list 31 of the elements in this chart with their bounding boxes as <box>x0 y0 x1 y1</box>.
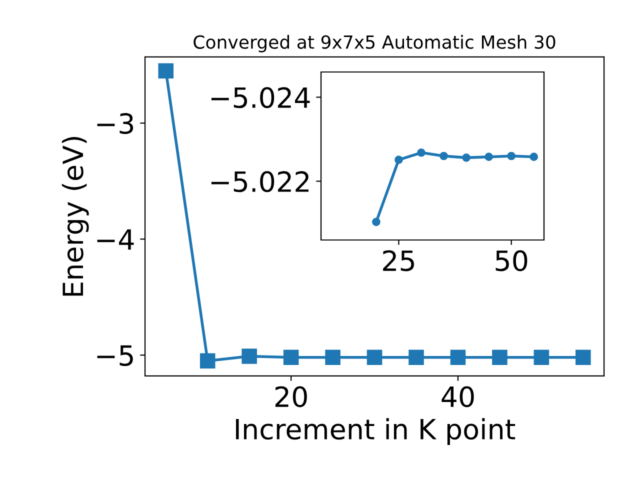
point <box>200 353 216 369</box>
x-tick-label: 25 <box>383 250 414 272</box>
x-axis-title: Increment in K point <box>236 418 516 446</box>
point <box>492 350 508 366</box>
point <box>325 350 340 366</box>
chart-title: Converged at 9x7x5 Automatic Mesh 30 <box>194 34 556 52</box>
y-tick-label: −5.024 <box>211 87 310 108</box>
point <box>417 148 426 157</box>
point <box>242 348 257 364</box>
point <box>372 218 380 226</box>
x-tick-label: 20 <box>275 386 307 408</box>
y-tick-label: −3 <box>97 113 134 134</box>
point <box>484 152 493 162</box>
point <box>366 350 382 366</box>
y-tick-label: −4 <box>97 229 134 250</box>
point <box>394 156 403 164</box>
point <box>408 350 424 366</box>
point <box>440 152 448 160</box>
y-tick-label: −5.022 <box>211 171 309 192</box>
point <box>158 63 174 79</box>
point <box>507 152 516 160</box>
point <box>530 152 538 162</box>
point <box>283 350 299 366</box>
point <box>462 154 470 162</box>
y-tick-label: −5 <box>97 345 133 366</box>
y-axis-title: Energy (eV) <box>62 136 89 296</box>
x-tick-label: 40 <box>442 386 474 408</box>
point <box>534 350 550 366</box>
point <box>450 350 466 366</box>
x-tick-label: 50 <box>496 250 528 272</box>
point <box>576 350 591 366</box>
